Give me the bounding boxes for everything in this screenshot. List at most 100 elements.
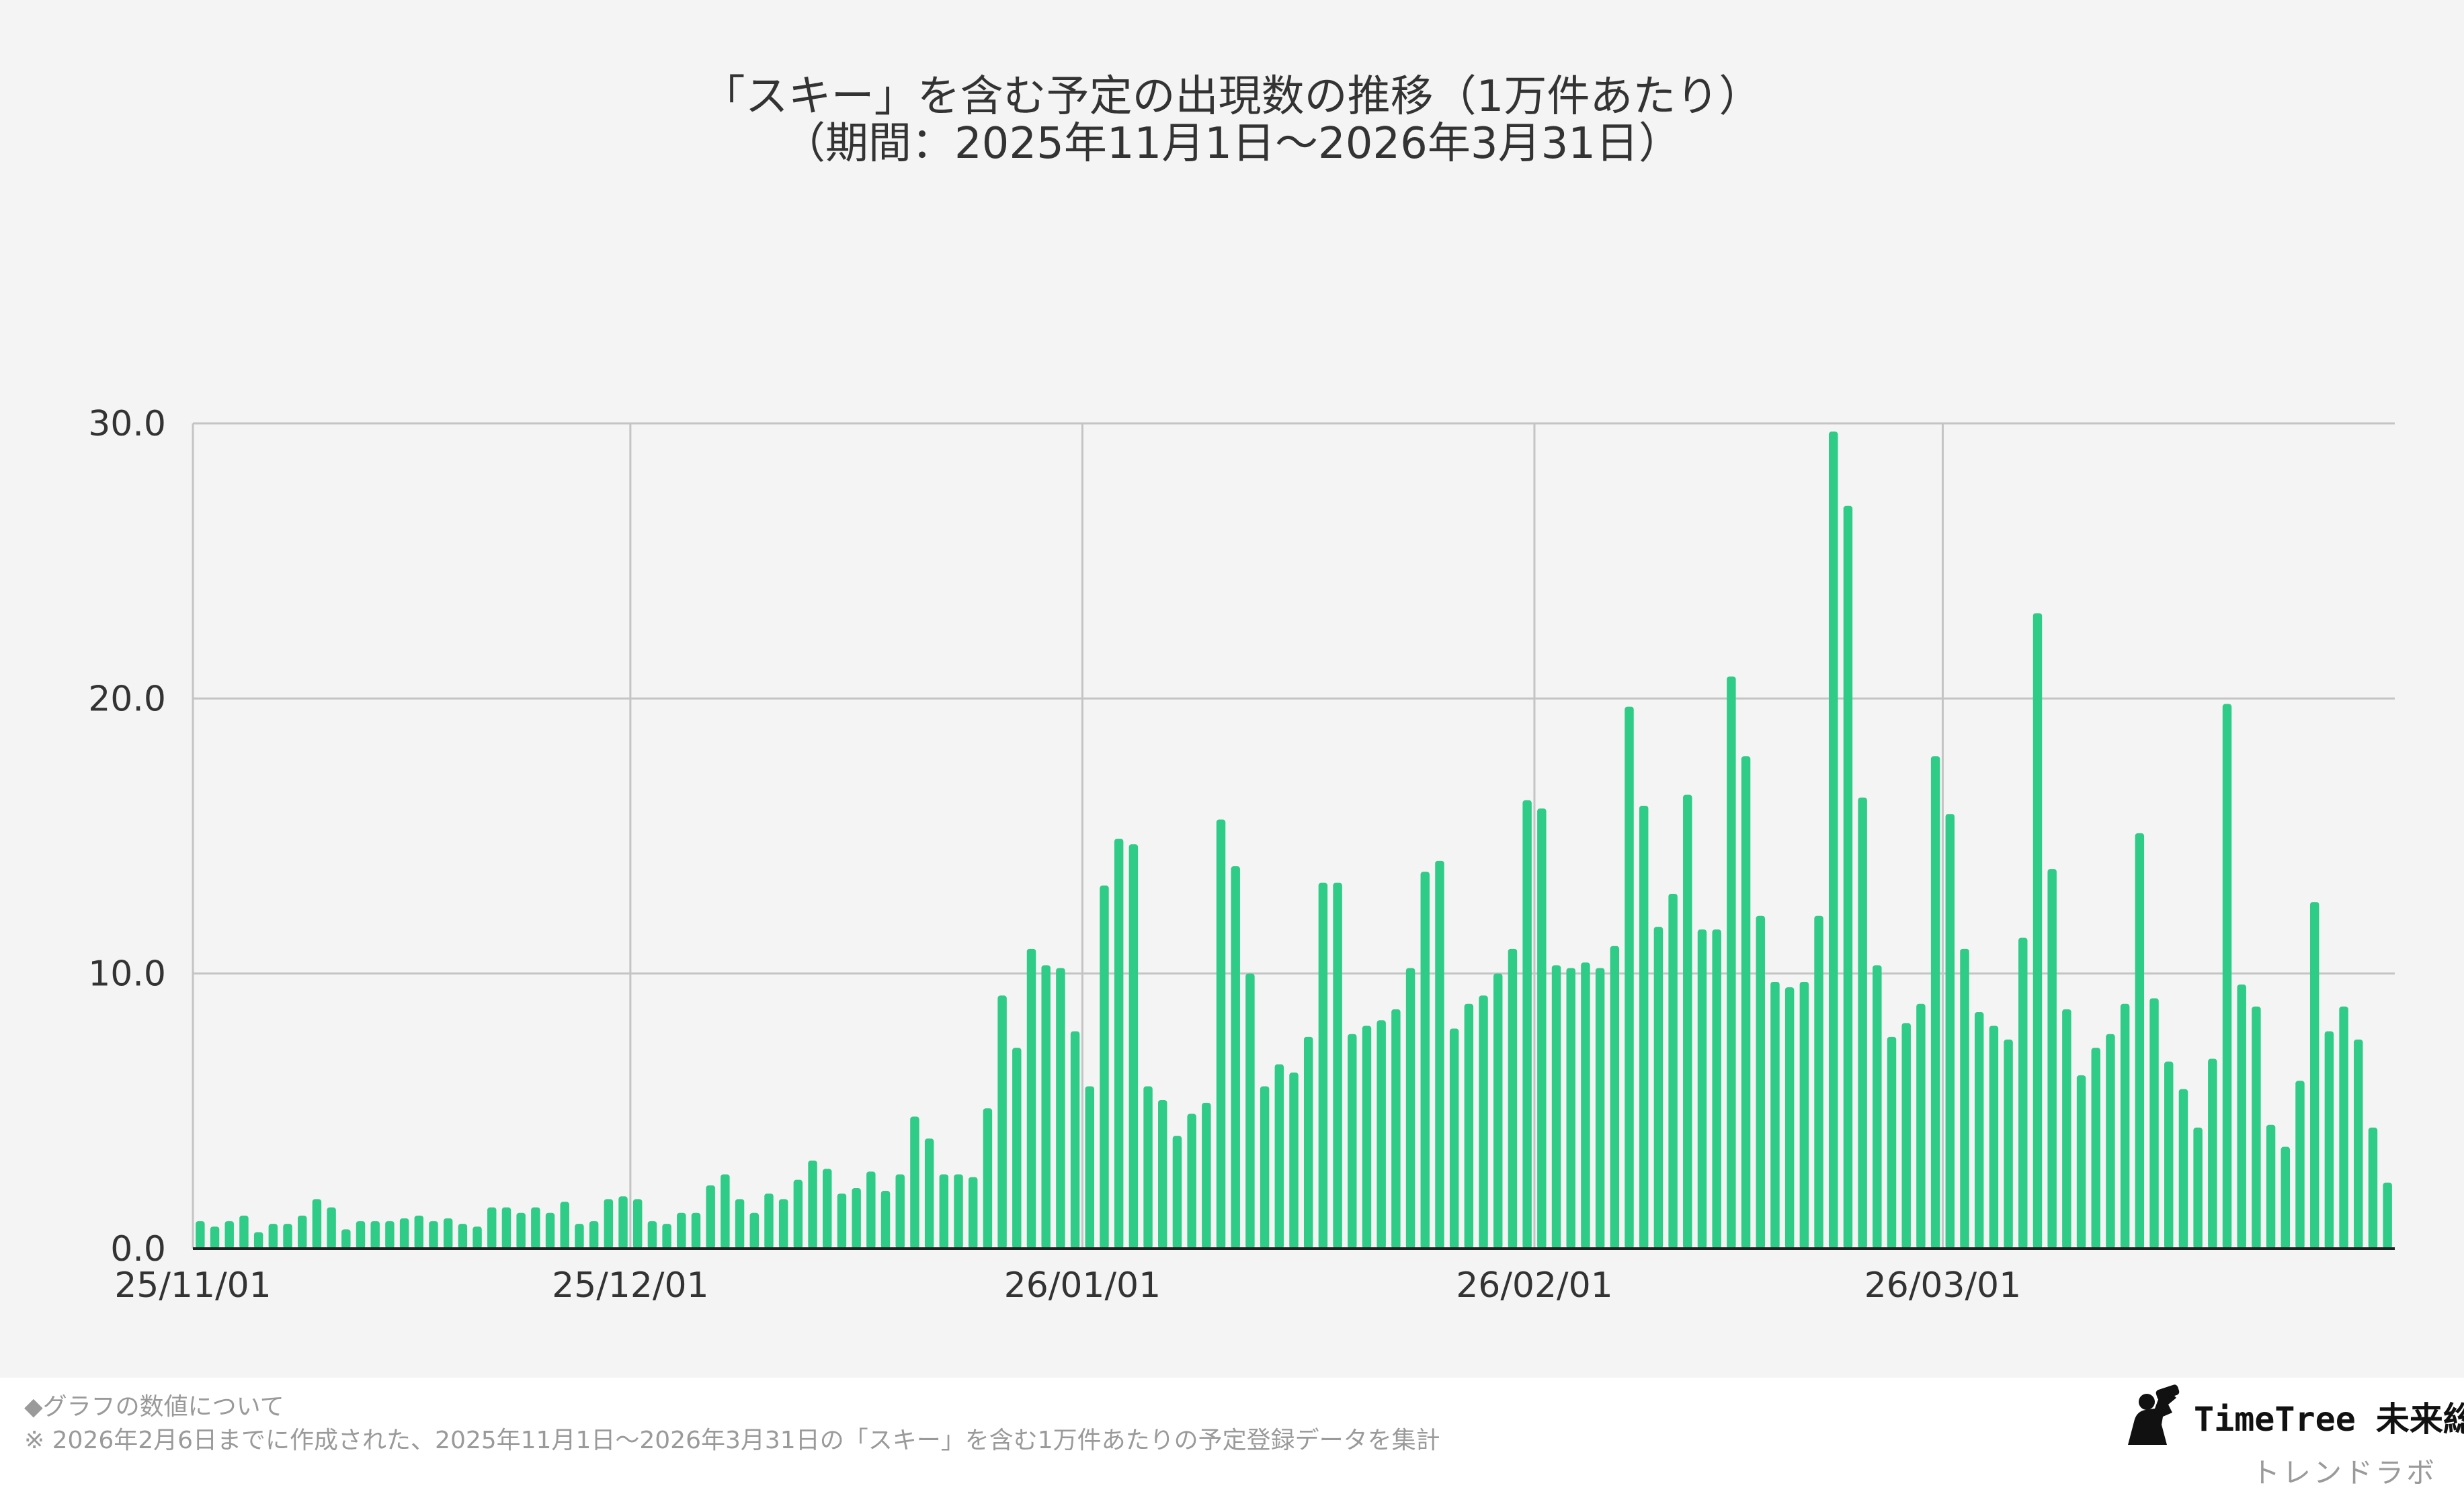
- bar: [196, 1221, 205, 1249]
- bar: [706, 1185, 715, 1249]
- bar: [2149, 998, 2159, 1249]
- bar: [2237, 985, 2246, 1249]
- bar: [1814, 915, 1823, 1249]
- bar: [954, 1174, 963, 1249]
- brand-name: TimeTree 未来総研: [2194, 1400, 2464, 1439]
- bar: [2047, 869, 2057, 1249]
- bar: [604, 1199, 614, 1249]
- bar: [1464, 1003, 1474, 1249]
- bar: [1829, 431, 1838, 1249]
- observer-binoculars-icon: [2128, 1384, 2180, 1445]
- bar: [2018, 937, 2028, 1249]
- bar: [837, 1194, 847, 1249]
- bar: [2062, 1009, 2071, 1249]
- bar: [677, 1212, 686, 1249]
- bar: [749, 1212, 759, 1249]
- bar: [1245, 973, 1255, 1249]
- bar: [1449, 1028, 1459, 1249]
- bar: [2164, 1061, 2174, 1249]
- bar: [429, 1221, 438, 1249]
- bar: [1784, 987, 1795, 1249]
- bar: [968, 1177, 978, 1249]
- bar: [1085, 1086, 1094, 1249]
- bar: [239, 1215, 249, 1249]
- bar: [1128, 844, 1139, 1249]
- bar: [1989, 1026, 1999, 1249]
- bar: [1143, 1086, 1153, 1249]
- bar: [1333, 882, 1342, 1249]
- bar: [487, 1207, 497, 1249]
- bar: [691, 1212, 701, 1249]
- bar: [1348, 1034, 1357, 1249]
- bar: [473, 1226, 482, 1249]
- bar: [1479, 995, 1488, 1249]
- bar: [866, 1171, 876, 1249]
- bar: [1712, 929, 1721, 1249]
- bar: [560, 1202, 569, 1249]
- bar: [1187, 1114, 1196, 1249]
- bar: [1770, 981, 1780, 1249]
- bar: [1581, 962, 1590, 1249]
- bar: [662, 1224, 671, 1249]
- bar: [2076, 1075, 2086, 1249]
- bar: [1202, 1103, 1211, 1249]
- bar: [1668, 893, 1678, 1249]
- bar: [823, 1169, 832, 1249]
- x-tick-label: 26/01/01: [1004, 1265, 1161, 1306]
- bar: [2135, 833, 2145, 1249]
- bar: [852, 1187, 861, 1249]
- bar: [283, 1224, 292, 1249]
- bar: [1653, 927, 1664, 1249]
- bar: [1041, 965, 1051, 1249]
- x-tick-label: 26/02/01: [1456, 1265, 1613, 1306]
- bar: [2178, 1089, 2188, 1249]
- bar: [545, 1212, 555, 1249]
- bar: [2004, 1039, 2013, 1249]
- bar: [414, 1215, 424, 1249]
- x-tick-label: 26/03/01: [1864, 1265, 2022, 1306]
- bar: [1231, 866, 1240, 1249]
- bar: [385, 1221, 395, 1249]
- bar: [1901, 1023, 1911, 1249]
- bar: [1945, 814, 1955, 1249]
- chart-subtitle: （期間：2025年11月1日〜2026年3月31日）: [782, 119, 1682, 169]
- bar: [1537, 808, 1547, 1249]
- bar: [1012, 1048, 1022, 1249]
- x-tick-label: 25/12/01: [552, 1265, 709, 1306]
- bar: [1391, 1009, 1401, 1249]
- bar: [1318, 882, 1328, 1249]
- bar: [1960, 948, 1969, 1249]
- bar: [370, 1221, 380, 1249]
- bar: [1114, 839, 1124, 1249]
- bar: [1274, 1064, 1284, 1249]
- bar: [895, 1174, 905, 1249]
- chart-panel: 「スキー」を含む予定の出現数の推移（1万件あたり） （期間：2025年11月1日…: [0, 0, 2464, 1378]
- bar: [2091, 1048, 2100, 1249]
- bar: [399, 1218, 409, 1249]
- bar: [2383, 1182, 2392, 1249]
- bar: [297, 1215, 307, 1249]
- bar: [2208, 1058, 2217, 1249]
- bar: [880, 1191, 891, 1249]
- bar: [443, 1218, 453, 1249]
- data-note-body: ※ 2026年2月6日までに作成された、2025年11月1日〜2026年3月31…: [24, 1427, 1440, 1454]
- bar: [778, 1199, 788, 1249]
- bar: [1595, 968, 1605, 1249]
- bar: [458, 1224, 468, 1249]
- bar: [575, 1224, 584, 1249]
- bar: [2324, 1031, 2334, 1249]
- bar: [1873, 965, 1882, 1249]
- bar: [341, 1229, 351, 1249]
- bar: [997, 995, 1007, 1249]
- bar: [1303, 1036, 1313, 1249]
- bar: [1843, 505, 1853, 1249]
- bar: [1026, 948, 1036, 1249]
- bar: [253, 1232, 263, 1249]
- bar: [531, 1207, 540, 1249]
- bar: [1727, 676, 1736, 1249]
- bar: [1522, 800, 1532, 1249]
- bar: [2266, 1124, 2276, 1249]
- bar: [210, 1226, 220, 1249]
- bar: [1493, 973, 1503, 1249]
- bar: [1625, 706, 1634, 1249]
